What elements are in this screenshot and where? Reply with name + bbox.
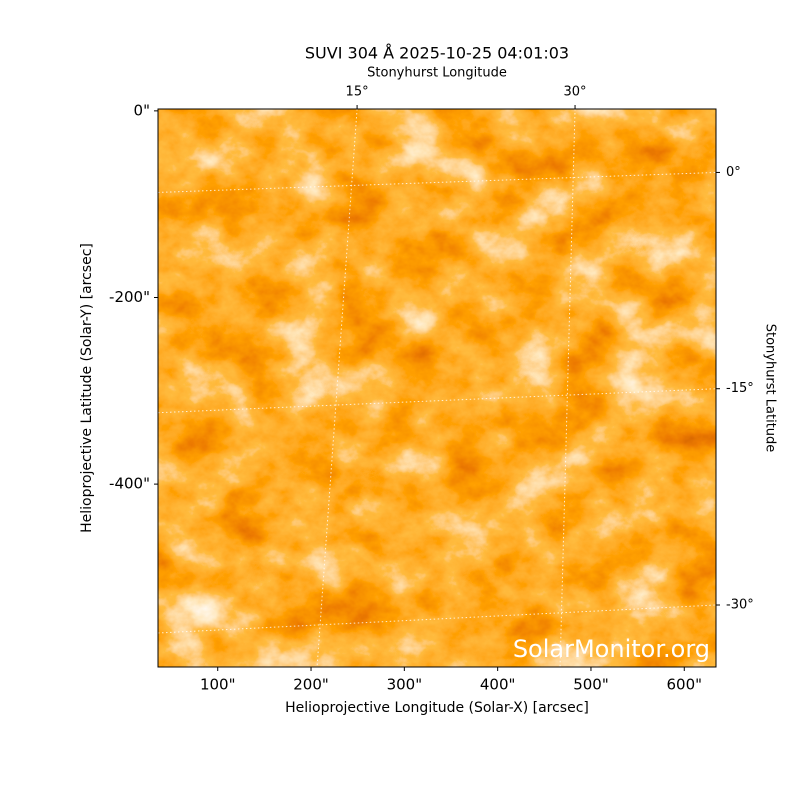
y-tick-label: -400" bbox=[109, 475, 150, 493]
chart-title: SUVI 304 Å 2025-10-25 04:01:03 bbox=[305, 44, 569, 63]
y2-axis-label: Stonyhurst Latitude bbox=[763, 324, 778, 453]
y2-tick-label: -15° bbox=[726, 381, 754, 396]
x2-tick-label: 15° bbox=[346, 85, 369, 100]
x2-axis-label: Stonyhurst Longitude bbox=[367, 66, 507, 81]
x-tick-label: 500" bbox=[573, 676, 609, 694]
y2-tick-label: 0° bbox=[726, 165, 741, 180]
y2-tick-label: -30° bbox=[726, 598, 754, 613]
x-axis-label: Helioprojective Longitude (Solar-X) [arc… bbox=[285, 700, 589, 716]
solar-image bbox=[158, 109, 716, 667]
y-axis-label: Helioprojective Latitude (Solar-Y) [arcs… bbox=[79, 243, 95, 533]
grid-line bbox=[559, 109, 576, 667]
x-tick-label: 200" bbox=[293, 676, 329, 694]
grid-line bbox=[158, 604, 716, 634]
x-tick-label: 300" bbox=[387, 676, 423, 694]
x2-tick-label: 30° bbox=[564, 85, 587, 100]
y-tick-label: -200" bbox=[109, 288, 150, 306]
x-tick-label: 100" bbox=[200, 676, 236, 694]
x-tick-label: 600" bbox=[667, 676, 703, 694]
plot-frame bbox=[157, 108, 717, 668]
grid-line bbox=[158, 388, 716, 414]
x-tick-label: 400" bbox=[480, 676, 516, 694]
grid bbox=[158, 109, 716, 667]
grid-line bbox=[158, 171, 716, 193]
grid-line bbox=[316, 109, 358, 667]
y-tick-label: 0" bbox=[134, 101, 150, 119]
watermark: SolarMonitor.org bbox=[513, 635, 710, 663]
